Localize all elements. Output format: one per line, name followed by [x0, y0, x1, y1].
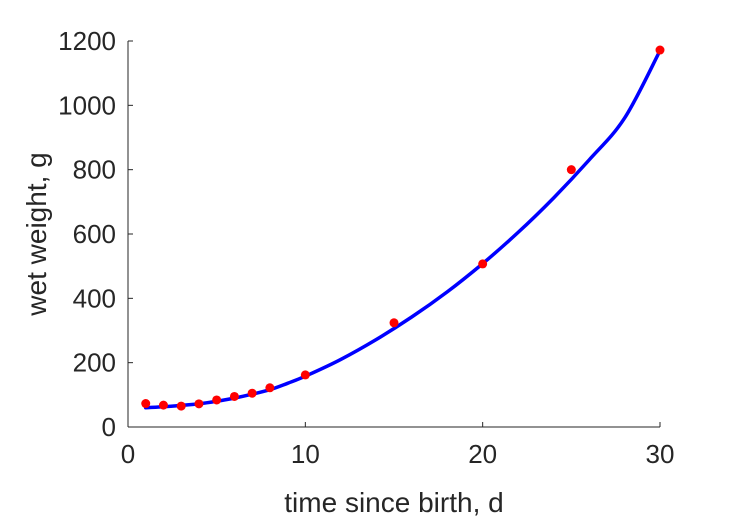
y-tick-label: 200 — [73, 348, 116, 378]
x-axis-label: time since birth, d — [284, 487, 503, 518]
data-point — [655, 45, 665, 55]
y-tick-label: 1000 — [58, 90, 116, 120]
y-tick-label: 0 — [102, 412, 116, 442]
x-tick-label: 20 — [468, 439, 497, 469]
axes: 0 10 20 30 0 200 400 600 800 1000 1200 — [58, 26, 674, 469]
data-point — [478, 259, 488, 269]
plot-area — [141, 45, 665, 411]
y-tick-label: 800 — [73, 155, 116, 185]
data-point — [389, 318, 399, 328]
data-point — [265, 383, 275, 393]
x-tick-label: 0 — [121, 439, 135, 469]
y-tick-label: 400 — [73, 283, 116, 313]
fit-curve — [143, 48, 662, 410]
data-point — [247, 388, 257, 398]
data-point — [212, 395, 222, 405]
data-point — [141, 399, 151, 409]
x-tick-label: 30 — [646, 439, 675, 469]
data-point — [158, 400, 168, 410]
y-tick-label: 600 — [73, 219, 116, 249]
x-tick-label: 10 — [291, 439, 320, 469]
data-point — [194, 399, 204, 409]
data-point — [229, 391, 239, 401]
data-point — [300, 370, 310, 380]
data-point — [566, 165, 576, 175]
data-point — [176, 401, 186, 411]
y-tick-label: 1200 — [58, 26, 116, 56]
y-axis-label: wet weight, g — [21, 152, 52, 316]
